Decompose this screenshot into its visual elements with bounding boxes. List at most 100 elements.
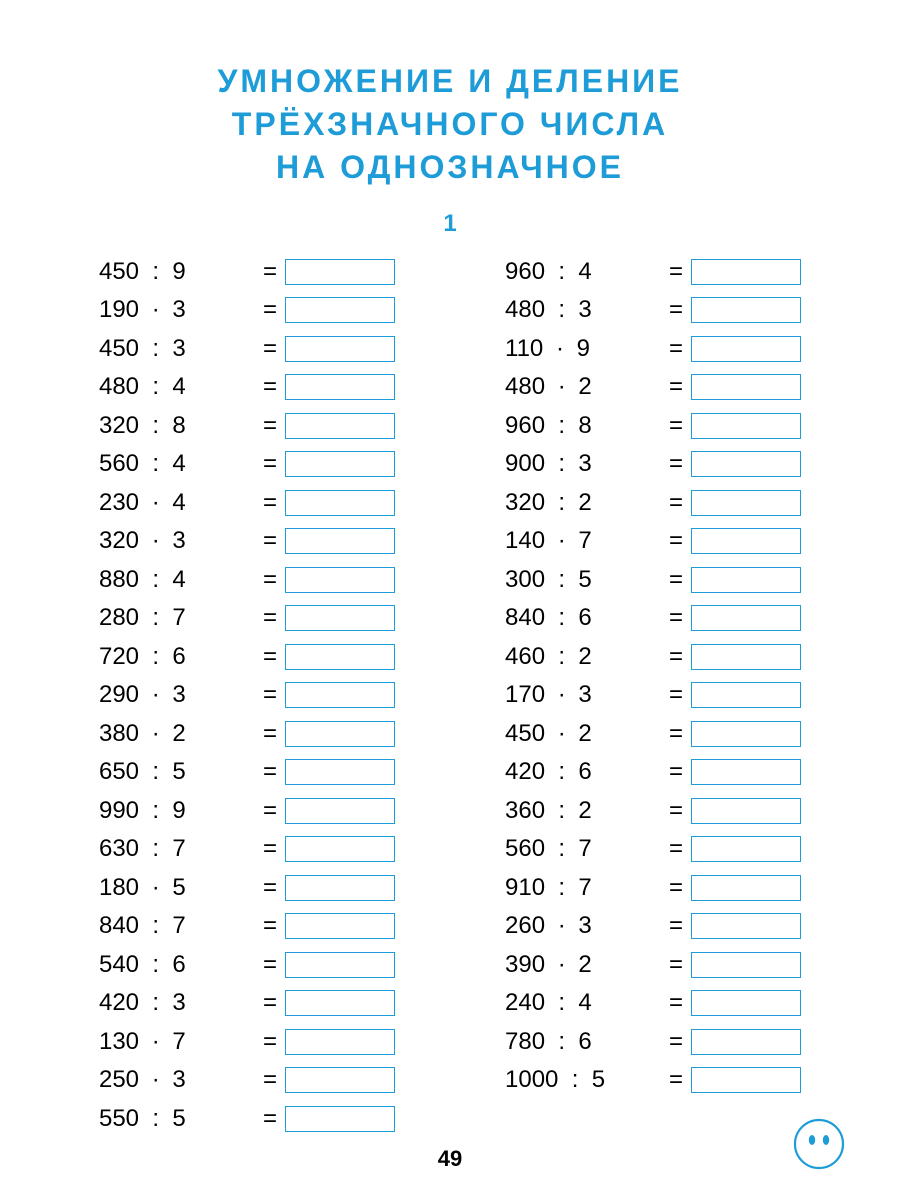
title-line-1: УМНОЖЕНИЕ И ДЕЛЕНИЕ — [217, 63, 682, 99]
operand-b: 5 — [578, 566, 591, 593]
problem-row: 630 : 7= — [99, 833, 395, 865]
answer-box[interactable] — [691, 1029, 801, 1055]
problem-expression: 720 : 6 — [99, 643, 259, 671]
answer-box[interactable] — [691, 451, 801, 477]
operand-b: 3 — [172, 681, 185, 708]
problem-expression: 240 : 4 — [505, 989, 665, 1017]
answer-box[interactable] — [691, 297, 801, 323]
problem-expression: 650 : 5 — [99, 758, 259, 786]
answer-box[interactable] — [285, 682, 395, 708]
answer-box[interactable] — [285, 759, 395, 785]
answer-box[interactable] — [691, 836, 801, 862]
operator: : — [552, 643, 572, 671]
operator: : — [146, 912, 166, 940]
answer-box[interactable] — [285, 413, 395, 439]
answer-box[interactable] — [691, 721, 801, 747]
operand-b: 5 — [172, 1105, 185, 1132]
problem-row: 290 · 3= — [99, 679, 395, 711]
operand-b: 8 — [172, 412, 185, 439]
problem-expression: 480 : 3 — [505, 296, 665, 324]
answer-box[interactable] — [285, 644, 395, 670]
answer-box[interactable] — [691, 490, 801, 516]
answer-box[interactable] — [285, 451, 395, 477]
answer-box[interactable] — [285, 721, 395, 747]
answer-box[interactable] — [285, 259, 395, 285]
equals-sign: = — [669, 1066, 683, 1094]
answer-box[interactable] — [691, 644, 801, 670]
answer-box[interactable] — [691, 413, 801, 439]
problem-row: 560 : 7= — [505, 833, 801, 865]
problem-expression: 320 · 3 — [99, 527, 259, 555]
answer-box[interactable] — [691, 259, 801, 285]
operator: : — [552, 566, 572, 594]
smiley-icon — [793, 1118, 845, 1170]
answer-box[interactable] — [285, 913, 395, 939]
answer-box[interactable] — [285, 798, 395, 824]
answer-box[interactable] — [285, 605, 395, 631]
problem-expression: 460 : 2 — [505, 643, 665, 671]
operator: · — [552, 720, 572, 748]
equals-sign: = — [263, 373, 277, 401]
answer-box[interactable] — [691, 913, 801, 939]
answer-box[interactable] — [691, 759, 801, 785]
operator: : — [552, 296, 572, 324]
problem-expression: 1000 : 5 — [505, 1066, 665, 1094]
answer-box[interactable] — [691, 605, 801, 631]
answer-box[interactable] — [691, 990, 801, 1016]
answer-box[interactable] — [691, 875, 801, 901]
answer-box[interactable] — [285, 1106, 395, 1132]
operand-b: 7 — [578, 835, 591, 862]
answer-box[interactable] — [285, 990, 395, 1016]
answer-box[interactable] — [691, 528, 801, 554]
answer-box[interactable] — [285, 528, 395, 554]
equals-sign: = — [669, 912, 683, 940]
operand-b: 8 — [578, 412, 591, 439]
problem-row: 550 : 5= — [99, 1103, 395, 1135]
operand-b: 3 — [578, 296, 591, 323]
operator: · — [552, 951, 572, 979]
problem-row: 450 : 9= — [99, 256, 395, 288]
operator: : — [552, 412, 572, 440]
problem-expression: 550 : 5 — [99, 1105, 259, 1133]
answer-box[interactable] — [691, 952, 801, 978]
problem-row: 960 : 8= — [505, 410, 801, 442]
problem-row: 380 · 2= — [99, 718, 395, 750]
operator: : — [146, 373, 166, 401]
problem-row: 480 : 3= — [505, 294, 801, 326]
problem-expression: 960 : 4 — [505, 258, 665, 286]
problem-row: 840 : 7= — [99, 910, 395, 942]
operand-a: 320 — [99, 527, 139, 554]
answer-box[interactable] — [285, 1029, 395, 1055]
answer-box[interactable] — [691, 1067, 801, 1093]
problem-row: 190 · 3= — [99, 294, 395, 326]
answer-box[interactable] — [285, 490, 395, 516]
answer-box[interactable] — [285, 336, 395, 362]
operand-a: 880 — [99, 566, 139, 593]
problem-row: 250 · 3= — [99, 1064, 395, 1096]
answer-box[interactable] — [285, 875, 395, 901]
answer-box[interactable] — [691, 682, 801, 708]
equals-sign: = — [263, 335, 277, 363]
answer-box[interactable] — [285, 952, 395, 978]
problem-row: 110 · 9= — [505, 333, 801, 365]
answer-box[interactable] — [285, 297, 395, 323]
answer-box[interactable] — [285, 567, 395, 593]
operand-b: 6 — [578, 1028, 591, 1055]
problem-row: 130 · 7= — [99, 1026, 395, 1058]
problem-expression: 480 · 2 — [505, 373, 665, 401]
answer-box[interactable] — [691, 336, 801, 362]
answer-box[interactable] — [285, 1067, 395, 1093]
answer-box[interactable] — [285, 836, 395, 862]
operator: : — [552, 835, 572, 863]
answer-box[interactable] — [285, 374, 395, 400]
answer-box[interactable] — [691, 798, 801, 824]
equals-sign: = — [263, 489, 277, 517]
operator: · — [146, 296, 166, 324]
problem-row: 420 : 6= — [505, 756, 801, 788]
answer-box[interactable] — [691, 567, 801, 593]
equals-sign: = — [669, 604, 683, 632]
operand-a: 840 — [99, 912, 139, 939]
operand-a: 380 — [99, 720, 139, 747]
answer-box[interactable] — [691, 374, 801, 400]
operand-a: 170 — [505, 681, 545, 708]
